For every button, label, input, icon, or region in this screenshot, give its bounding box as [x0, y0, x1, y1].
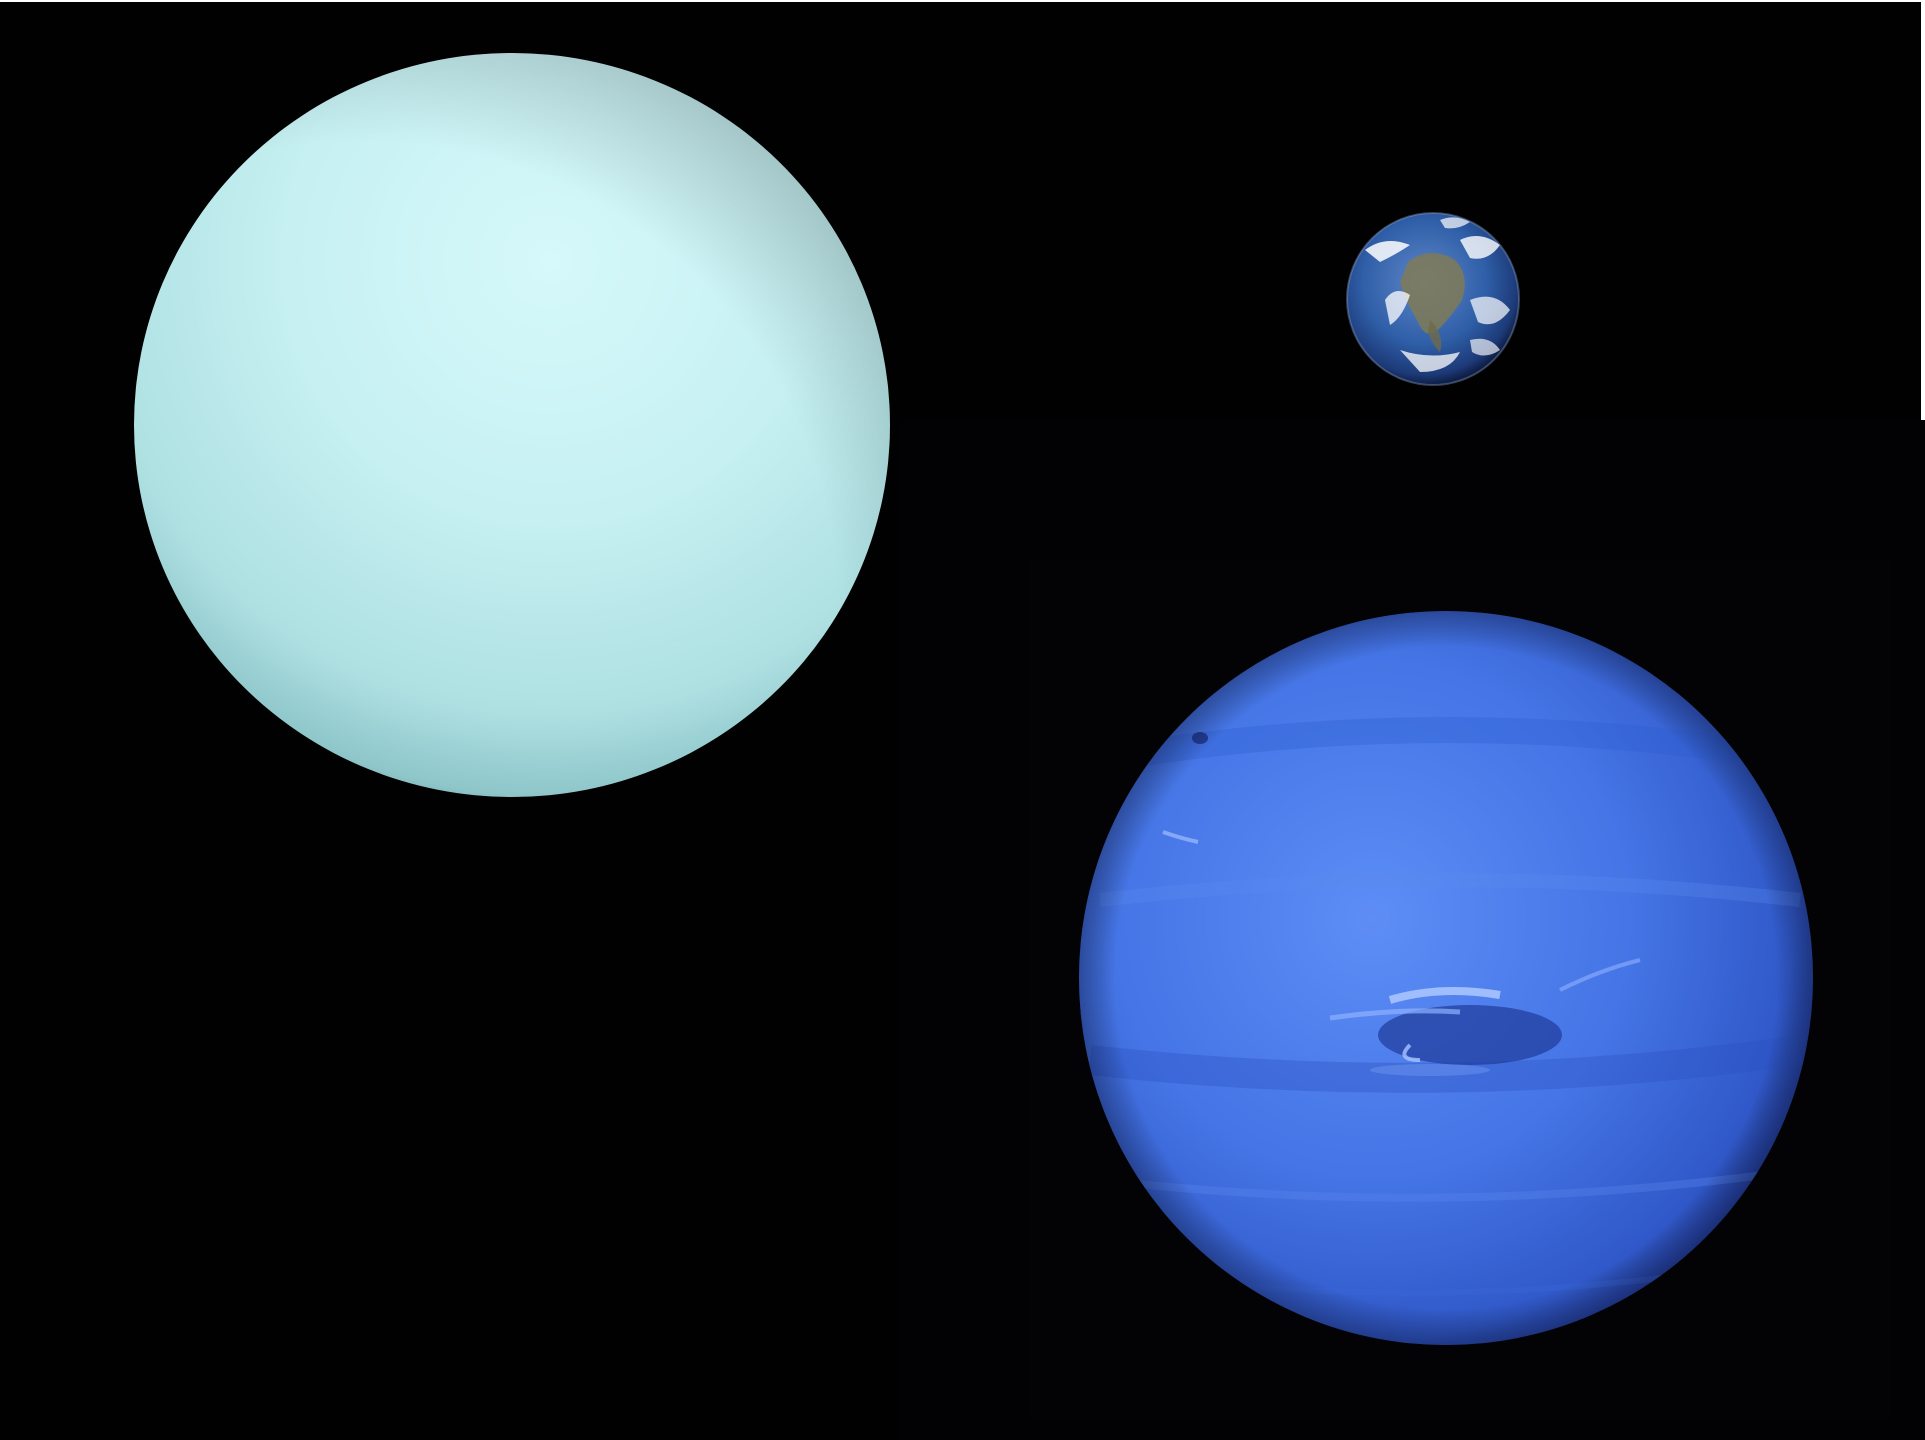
earth-icon [1346, 212, 1520, 386]
image-border-right [1921, 0, 1925, 420]
neptune-icon [1079, 611, 1813, 1345]
image-border-top [0, 0, 1925, 2]
uranus-icon [134, 53, 890, 797]
